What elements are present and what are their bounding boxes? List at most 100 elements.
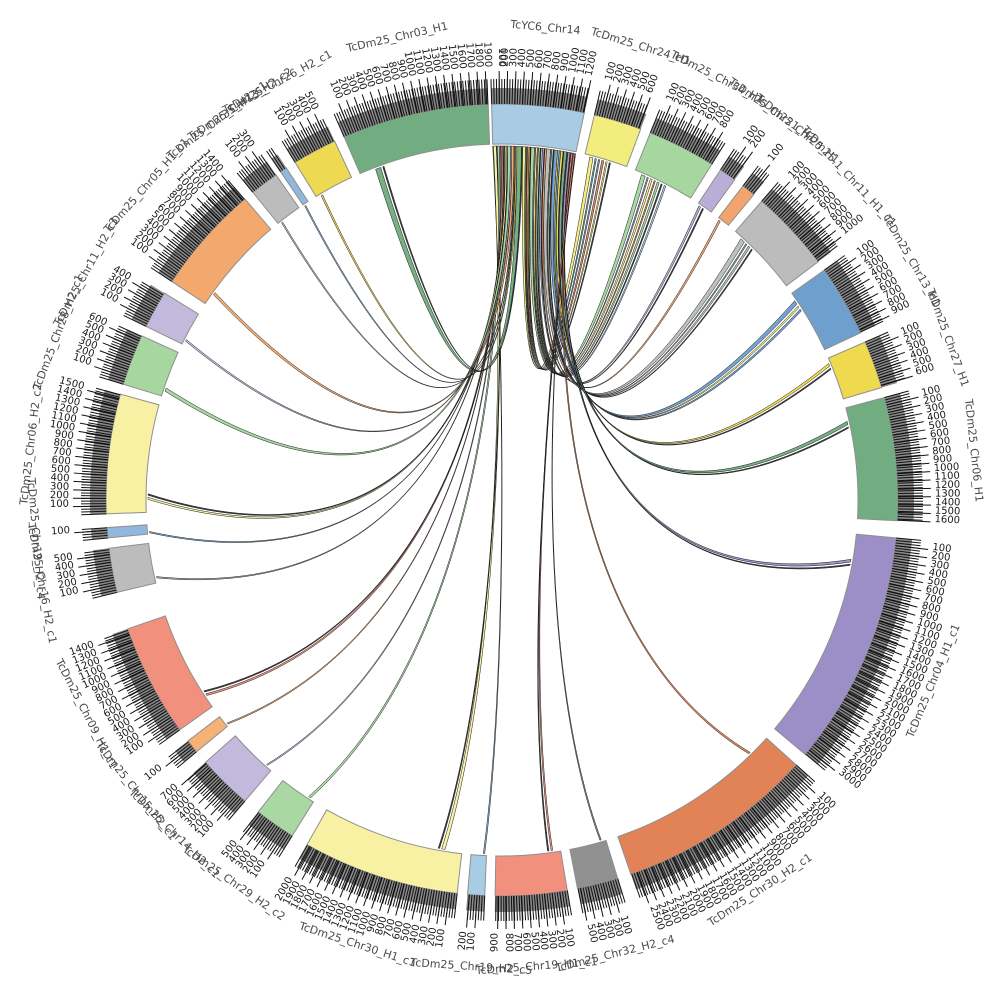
minor-tick [792,768,812,787]
tick-number: 100 [618,914,634,935]
minor-tick [814,240,835,258]
minor-tick [156,258,178,274]
major-tick [459,72,464,106]
major-tick [85,398,118,407]
minor-tick [341,865,352,890]
major-tick [79,569,113,577]
minor-tick [84,446,110,451]
minor-tick [788,772,808,791]
minor-tick [356,871,366,896]
major-tick [181,762,207,786]
major-tick [73,472,107,476]
tick-number: 100 [143,763,165,783]
major-tick [897,511,931,514]
minor-tick [783,777,803,796]
major-tick [858,671,889,687]
minor-tick [877,624,902,634]
minor-tick [112,651,137,662]
tick-number: 900 [933,453,953,466]
minor-tick [598,91,607,117]
minor-tick [403,90,410,116]
minor-tick [108,348,133,359]
minor-tick [83,451,109,456]
tick-number: 900 [918,609,939,625]
minor-tick [645,868,656,893]
minor-tick [382,96,391,121]
major-tick [379,879,390,912]
major-tick [880,375,913,387]
tick-number: 500 [399,922,414,943]
tick-number: 900 [394,58,409,79]
major-tick [893,560,926,567]
minor-tick [281,140,296,163]
minor-tick [410,886,418,912]
minor-tick [810,236,832,254]
major-tick [732,821,753,849]
minor-tick [853,681,877,694]
minor-tick [308,851,322,875]
major-tick [897,519,931,523]
minor-tick [896,537,922,541]
minor-tick [108,350,132,361]
minor-tick [776,196,795,216]
major-tick [76,447,109,453]
minor-tick [709,836,724,859]
minor-tick [176,232,197,249]
tick-number: 800 [374,915,390,936]
minor-tick [839,705,862,720]
major-tick [158,242,186,263]
tick-number: 100 [766,142,787,164]
minor-tick [84,443,110,448]
minor-tick [897,479,923,482]
major-tick [444,892,450,926]
minor-tick [90,581,115,589]
minor-tick [85,559,111,565]
segment-arc [187,716,229,753]
major-tick [132,281,161,300]
minor-tick [825,727,847,743]
minor-tick [707,837,722,860]
minor-tick [636,872,646,897]
major-tick [828,257,857,277]
minor-tick [859,318,883,330]
minor-tick [92,400,118,408]
minor-tick [188,217,209,236]
minor-tick [765,795,783,815]
minor-tick [316,855,329,879]
minor-tick [392,882,400,907]
minor-tick [705,839,720,862]
minor-tick [328,860,340,885]
minor-tick [892,427,917,433]
minor-tick [87,424,113,431]
minor-tick [117,660,141,672]
major-tick [732,151,753,179]
minor-tick [753,805,771,826]
minor-tick [374,98,383,123]
minor-tick [516,895,518,921]
minor-tick [87,427,112,433]
minor-tick [111,649,136,660]
minor-tick [258,156,274,178]
minor-tick [301,848,315,871]
minor-tick [804,228,825,246]
major-tick [579,888,588,921]
tick-number: 200 [57,577,78,592]
minor-tick [652,865,664,890]
minor-tick [592,885,600,910]
major-tick [395,883,405,916]
minor-tick [877,367,902,377]
minor-tick [168,741,189,758]
minor-tick [582,87,589,113]
segment-arc [791,269,862,351]
minor-tick [137,288,160,303]
minor-tick [894,441,920,446]
minor-tick [153,262,175,278]
minor-tick [614,879,623,904]
minor-tick [861,665,885,677]
major-tick [897,479,931,482]
minor-tick [689,129,702,152]
major-tick [529,72,534,106]
major-tick [338,103,352,135]
minor-tick [131,688,155,702]
